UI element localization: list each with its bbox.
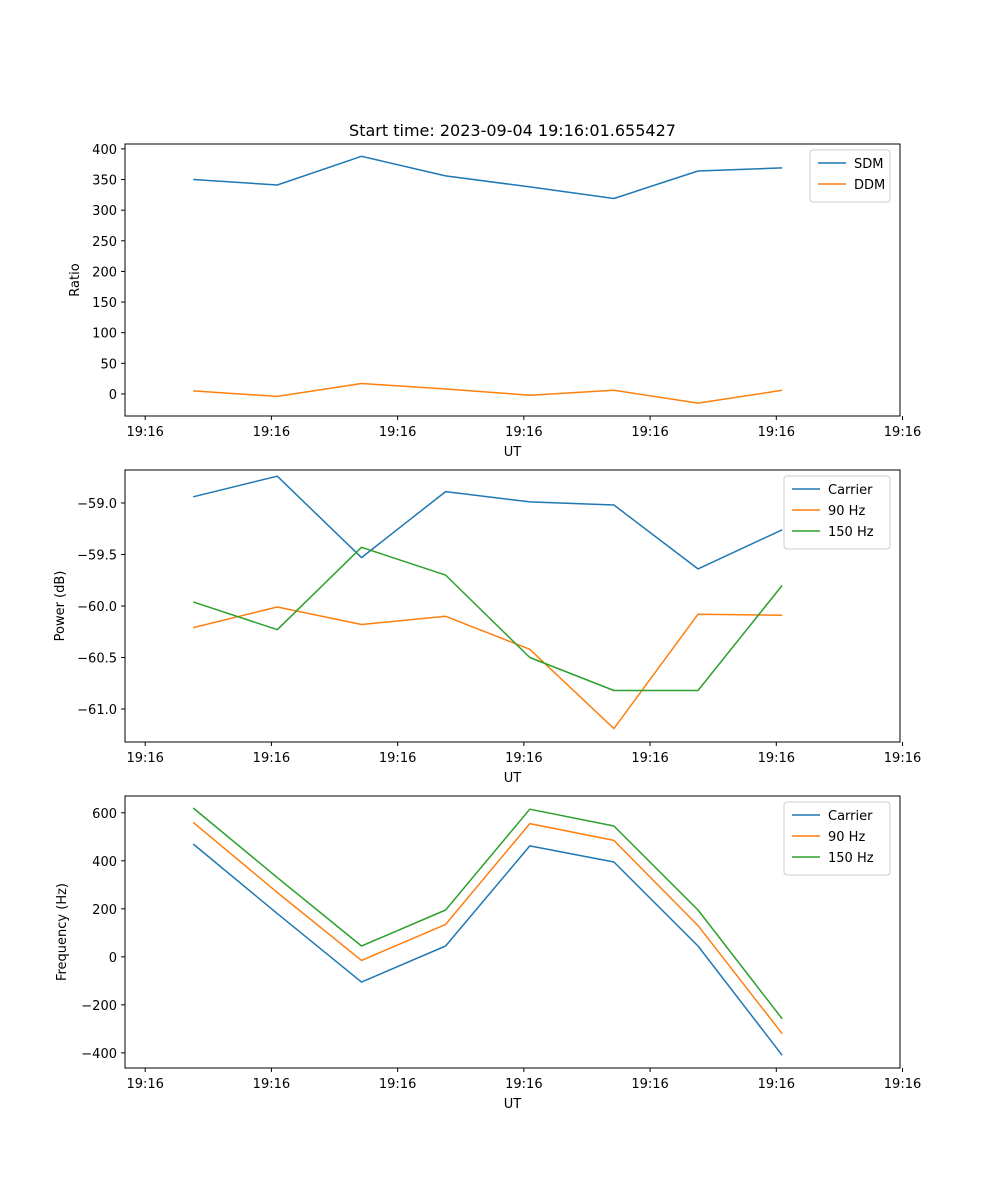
- figure-title: Start time: 2023-09-04 19:16:01.655427: [349, 121, 676, 140]
- frequency-y-axis-label: Frequency (Hz): [55, 883, 70, 981]
- power-y-tick-label: −59.5: [77, 548, 117, 563]
- power-y-tick-label: −60.0: [77, 600, 117, 615]
- ratio-y-tick-label: 200: [92, 265, 117, 280]
- frequency-x-tick-label: 19:16: [126, 1077, 163, 1092]
- ratio-y-tick-label: 350: [92, 174, 117, 189]
- ratio-y-tick-label: 0: [109, 388, 117, 403]
- ratio-x-axis-label: UT: [504, 445, 522, 460]
- frequency-axes-frame: [124, 795, 901, 1069]
- power-x-tick-label: 19:16: [758, 751, 795, 766]
- power-y-axis-label: Power (dB): [53, 571, 68, 642]
- ratio-legend: SDM DDM: [809, 149, 891, 203]
- power-x-tick-label: 19:16: [884, 751, 921, 766]
- power-x-tick-label: 19:16: [253, 751, 290, 766]
- power-x-tick-label: 19:16: [631, 751, 668, 766]
- frequency-y-tick-label: −400: [81, 1047, 117, 1062]
- power-chart: 19:16 19:16 19:16 19:16 19:16 19:16 19:16 −59.0…: [53, 469, 921, 786]
- power-y-tick-label: −61.0: [77, 703, 117, 718]
- power-y-tick-label: −60.5: [77, 652, 117, 667]
- ratio-series-sdm-line: [193, 155, 783, 200]
- frequency-x-tick-label: 19:16: [884, 1077, 921, 1092]
- frequency-y-tick-label: 200: [92, 903, 117, 918]
- power-series-carrier-line: [193, 475, 783, 570]
- frequency-x-tick-label: 19:16: [253, 1077, 290, 1092]
- frequency-x-tick-label: 19:16: [505, 1077, 542, 1092]
- frequency-x-tick-label: 19:16: [758, 1077, 795, 1092]
- power-legend: Carrier 90 Hz 150 Hz: [783, 475, 891, 550]
- ratio-y-tick-label: 50: [100, 357, 117, 372]
- frequency-series-150-hz-line: [192, 807, 783, 1020]
- frequency-y-tick-label: 0: [109, 951, 117, 966]
- power-series-150-hz-line: [192, 546, 783, 692]
- ratio-x-tick-label: 19:16: [758, 425, 795, 440]
- ratio-y-tick-label: 100: [92, 327, 117, 342]
- frequency-y-tick-label: 600: [92, 807, 117, 822]
- power-x-tick-label: 19:16: [379, 751, 416, 766]
- ratio-x-tick-label: 19:16: [253, 425, 290, 440]
- ratio-y-tick-label: 300: [92, 204, 117, 219]
- frequency-x-tick-label: 19:16: [379, 1077, 416, 1092]
- frequency-y-tick-label: −200: [81, 999, 117, 1014]
- power-legend-label: 90 Hz: [828, 504, 865, 519]
- ratio-x-tick-label: 19:16: [884, 425, 921, 440]
- ratio-axes-frame: [124, 143, 901, 417]
- ratio-legend-label: DDM: [854, 178, 885, 193]
- ratio-legend-label: SDM: [854, 157, 883, 172]
- power-x-axis-label: UT: [504, 771, 522, 786]
- ratio-x-tick-label: 19:16: [126, 425, 163, 440]
- frequency-y-tick-label: 400: [92, 855, 117, 870]
- frequency-legend-label: Carrier: [828, 809, 873, 824]
- power-y-tick-label: −59.0: [77, 497, 117, 512]
- power-axes-frame: [124, 469, 901, 743]
- ratio-y-tick-label: 250: [92, 235, 117, 250]
- frequency-x-axis-label: UT: [504, 1097, 522, 1112]
- ratio-y-axis-label: Ratio: [68, 263, 83, 296]
- frequency-chart: 19:16 19:16 19:16 19:16 19:16 19:16 19:16 600 40…: [55, 795, 921, 1112]
- frequency-legend-label: 150 Hz: [828, 851, 874, 866]
- ratio-y-tick-label: 400: [92, 143, 117, 158]
- ratio-chart: 19:16 19:16 19:16 19:16 19:16 19:16 19:16 0 50 10…: [68, 143, 921, 460]
- power-x-tick-label: 19:16: [505, 751, 542, 766]
- ratio-x-tick-label: 19:16: [379, 425, 416, 440]
- power-legend-label: Carrier: [828, 483, 873, 498]
- power-legend-label: 150 Hz: [828, 525, 874, 540]
- ratio-x-tick-label: 19:16: [631, 425, 668, 440]
- power-series-90-hz-line: [193, 606, 783, 730]
- frequency-x-tick-label: 19:16: [631, 1077, 668, 1092]
- frequency-legend-label: 90 Hz: [828, 830, 865, 845]
- frequency-series-90-hz-line: [192, 821, 783, 1035]
- power-x-tick-label: 19:16: [126, 751, 163, 766]
- ratio-x-tick-label: 19:16: [505, 425, 542, 440]
- frequency-series-carrier-line: [192, 843, 783, 1056]
- ratio-y-tick-label: 150: [92, 296, 117, 311]
- ratio-series-ddm-line: [193, 382, 783, 404]
- frequency-legend: Carrier 90 Hz 150 Hz: [783, 801, 891, 876]
